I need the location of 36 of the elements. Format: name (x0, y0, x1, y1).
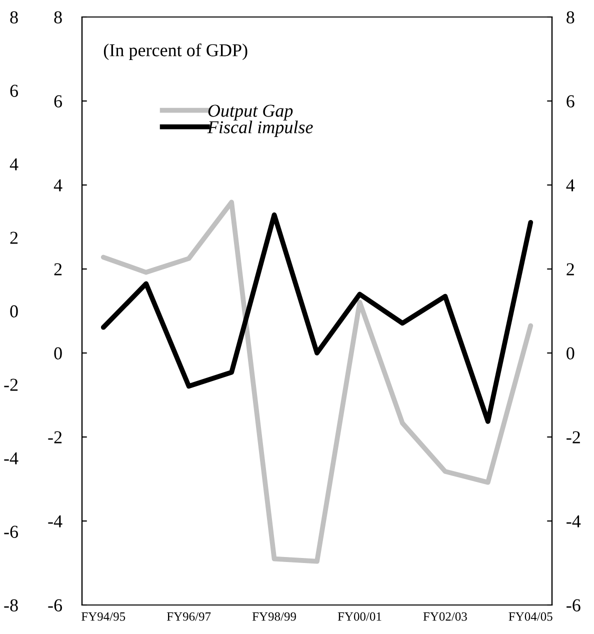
y3-tick-label: 6 (10, 84, 18, 97)
line-series (100, 212, 534, 424)
x-tick-label: FY00/01 (338, 612, 382, 621)
y-tick-label: -4 (48, 515, 62, 528)
y3-tick-label: 8 (10, 11, 18, 24)
y2-tick-label: 8 (566, 11, 574, 24)
x-tick-label: FY94/95 (81, 612, 126, 621)
y3-tick-label: -8 (4, 599, 18, 612)
y3-tick-label: -4 (4, 452, 18, 464)
x-tick-label: FY96/97 (166, 612, 211, 621)
y-tick-label: 6 (54, 95, 62, 108)
y2-tick-label: 2 (566, 263, 574, 276)
y2-tick-label: 0 (566, 347, 574, 360)
x-tick-label: FY98/99 (252, 612, 296, 621)
y3-tick-label: 4 (10, 158, 18, 170)
y2-tick-label: 6 (566, 95, 574, 108)
x-tick-label: FY04/05 (508, 612, 552, 621)
annotation: (In percent of GDP) (104, 43, 248, 60)
y-tick-label: 8 (54, 11, 62, 24)
y3-tick-label: 2 (10, 232, 18, 244)
y-tick-label: -2 (48, 431, 62, 444)
y-tick-label: 0 (54, 347, 62, 360)
y3-tick-label: -6 (4, 526, 18, 538)
line-series (100, 200, 534, 564)
y2-tick-label: -6 (566, 599, 580, 612)
y3-tick-label: -2 (4, 378, 18, 391)
y2-tick-label: -4 (566, 515, 581, 528)
y-tick-label: 2 (54, 263, 62, 276)
y3-tick-label: 0 (10, 305, 18, 318)
y2-tick-label: 4 (566, 179, 575, 192)
y-tick-label: -6 (48, 599, 62, 612)
legend-label: Output Gap (208, 104, 293, 121)
x-tick-label: FY02/03 (423, 612, 467, 621)
y2-tick-label: -2 (566, 431, 580, 444)
y-tick-label: 4 (54, 179, 62, 192)
legend-label: Fiscal impulse (207, 120, 313, 137)
